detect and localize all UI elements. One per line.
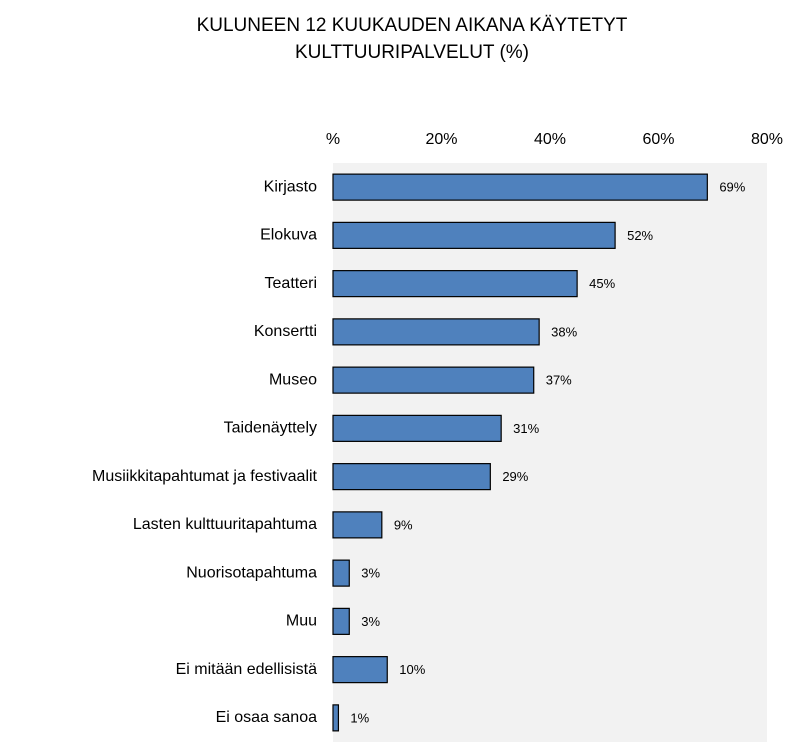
value-label: 1% bbox=[350, 710, 369, 725]
bar bbox=[332, 511, 383, 539]
value-label: 37% bbox=[546, 373, 572, 388]
y-tick-label: Konsertti bbox=[254, 323, 317, 340]
value-label: 3% bbox=[361, 566, 380, 581]
y-tick-label: Teatteri bbox=[265, 275, 317, 292]
x-tick-label: 40% bbox=[534, 131, 566, 148]
value-label: 10% bbox=[399, 662, 425, 677]
y-tick-label: Ei mitään edellisistä bbox=[176, 661, 318, 678]
y-tick-label: Taidenäyttely bbox=[224, 420, 317, 437]
plot-area bbox=[333, 163, 767, 742]
y-tick-label: Muu bbox=[286, 613, 317, 630]
value-label: 69% bbox=[719, 180, 745, 195]
bar bbox=[332, 221, 616, 249]
bar bbox=[332, 270, 578, 298]
bar bbox=[332, 607, 350, 635]
y-tick-label: Musiikkitapahtumat ja festivaalit bbox=[92, 468, 318, 485]
bar bbox=[332, 318, 540, 346]
y-tick-label: Ei osaa sanoa bbox=[216, 709, 318, 726]
bar bbox=[332, 173, 708, 201]
value-label: 9% bbox=[394, 517, 413, 532]
y-tick-label: Elokuva bbox=[260, 227, 317, 244]
value-label: 52% bbox=[627, 228, 653, 243]
x-tick-label: % bbox=[326, 131, 340, 148]
value-label: 31% bbox=[513, 421, 539, 436]
y-tick-label: Kirjasto bbox=[264, 178, 317, 195]
value-label: 29% bbox=[502, 469, 528, 484]
bar bbox=[332, 704, 340, 732]
x-tick-label: 60% bbox=[642, 131, 674, 148]
x-tick-label: 20% bbox=[425, 131, 457, 148]
y-tick-label: Nuorisotapahtuma bbox=[186, 564, 317, 581]
bar bbox=[332, 414, 502, 442]
bar bbox=[332, 559, 350, 587]
chart-title: KULUNEEN 12 KUUKAUDEN AIKANA KÄYTETYT KU… bbox=[196, 15, 628, 63]
value-label: 3% bbox=[361, 614, 380, 629]
x-tick-label: 80% bbox=[751, 131, 783, 148]
value-label: 38% bbox=[551, 324, 577, 339]
bar bbox=[332, 463, 491, 491]
value-label: 45% bbox=[589, 276, 615, 291]
y-tick-label: Lasten kulttuuritapahtuma bbox=[133, 516, 317, 533]
bar bbox=[332, 366, 535, 394]
bar bbox=[332, 656, 388, 684]
y-tick-label: Museo bbox=[269, 371, 317, 388]
